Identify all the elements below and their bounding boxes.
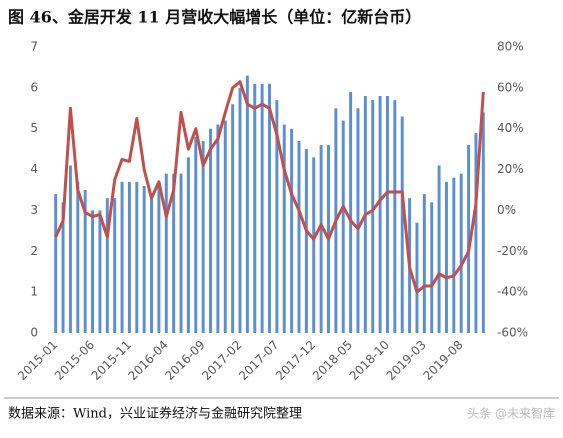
bar bbox=[437, 165, 441, 333]
x-tick-label: 2019-08 bbox=[420, 338, 465, 383]
y-tick-label: 6 bbox=[30, 80, 38, 94]
bar bbox=[201, 140, 205, 333]
y-tick-label: 1 bbox=[30, 285, 38, 299]
y-tick-label: 2 bbox=[30, 244, 38, 258]
bar bbox=[304, 149, 308, 333]
bar bbox=[61, 202, 65, 333]
bar bbox=[371, 100, 375, 333]
bar bbox=[164, 173, 168, 333]
bar bbox=[120, 181, 124, 333]
bar bbox=[127, 181, 131, 333]
bar bbox=[385, 96, 389, 334]
bar bbox=[452, 177, 456, 333]
y2-tick-label: 40% bbox=[497, 121, 524, 135]
y2-tick-label: -40% bbox=[497, 285, 528, 299]
bar bbox=[378, 96, 382, 334]
y2-tick-label: 20% bbox=[497, 162, 524, 176]
bar bbox=[186, 157, 190, 333]
y-tick-label: 0 bbox=[30, 326, 38, 340]
x-tick-label: 2019-03 bbox=[384, 338, 429, 383]
y-tick-label: 4 bbox=[30, 162, 38, 176]
source: 数据来源：Wind，兴业证券经济与金融研究院整理 bbox=[8, 406, 302, 422]
bar bbox=[319, 145, 323, 333]
bar bbox=[113, 198, 117, 333]
x-tick-label: 2015-01 bbox=[15, 338, 60, 383]
bar bbox=[268, 83, 271, 334]
bar bbox=[400, 116, 404, 333]
bar bbox=[275, 100, 279, 333]
bar bbox=[83, 190, 87, 333]
y-tick-label: 5 bbox=[30, 121, 38, 135]
y-tick-label: 7 bbox=[30, 40, 38, 54]
bar bbox=[179, 173, 183, 333]
y2-tick-label: -60% bbox=[497, 326, 528, 340]
bar bbox=[231, 104, 235, 333]
x-tick-label: 2018-10 bbox=[347, 338, 392, 383]
bar bbox=[290, 128, 294, 333]
bar bbox=[142, 185, 146, 333]
bar bbox=[54, 194, 58, 333]
bar bbox=[135, 181, 139, 333]
bar bbox=[150, 198, 154, 333]
bar bbox=[474, 132, 478, 333]
watermark: 头条 @未来智库 bbox=[467, 406, 555, 421]
bar bbox=[253, 83, 257, 334]
bar bbox=[393, 100, 397, 333]
line bbox=[54, 80, 485, 294]
bar bbox=[245, 75, 249, 333]
x-tick-label: 2017-12 bbox=[273, 338, 318, 383]
chart-title: 图 46、金居开发 11 月营收大幅增长（单位：亿新台币） bbox=[8, 8, 421, 27]
bar bbox=[422, 194, 426, 333]
bar bbox=[76, 181, 80, 333]
bar bbox=[157, 185, 161, 333]
bar bbox=[98, 210, 102, 333]
y2-tick-label: 80% bbox=[497, 40, 524, 54]
bar bbox=[312, 157, 316, 333]
bar bbox=[216, 124, 220, 333]
bar bbox=[282, 124, 286, 333]
bar bbox=[194, 136, 198, 333]
bar bbox=[341, 120, 345, 334]
bar bbox=[238, 87, 242, 333]
x-tick-label: 2015-06 bbox=[52, 338, 97, 383]
bar bbox=[105, 198, 109, 333]
x-tick-label: 2017-07 bbox=[236, 338, 281, 383]
bar bbox=[349, 91, 353, 333]
bar bbox=[209, 128, 212, 333]
bar bbox=[415, 222, 419, 333]
bar bbox=[467, 145, 471, 333]
bar bbox=[430, 202, 434, 333]
y2-tick-label: -20% bbox=[497, 244, 528, 258]
x-tick-label: 2016-09 bbox=[162, 338, 207, 383]
x-tick-label: 2016-04 bbox=[126, 338, 171, 383]
bar bbox=[260, 83, 264, 334]
y2-tick-label: 0% bbox=[497, 203, 516, 217]
bar bbox=[481, 112, 485, 333]
bar bbox=[91, 210, 95, 333]
y2-tick-label: 60% bbox=[497, 80, 524, 94]
bar bbox=[444, 181, 448, 333]
bar bbox=[297, 140, 301, 333]
bar bbox=[459, 173, 463, 333]
bar bbox=[68, 165, 72, 333]
bar bbox=[356, 108, 360, 334]
bar bbox=[223, 120, 227, 334]
bar bbox=[172, 173, 176, 333]
y-tick-label: 3 bbox=[30, 203, 38, 217]
